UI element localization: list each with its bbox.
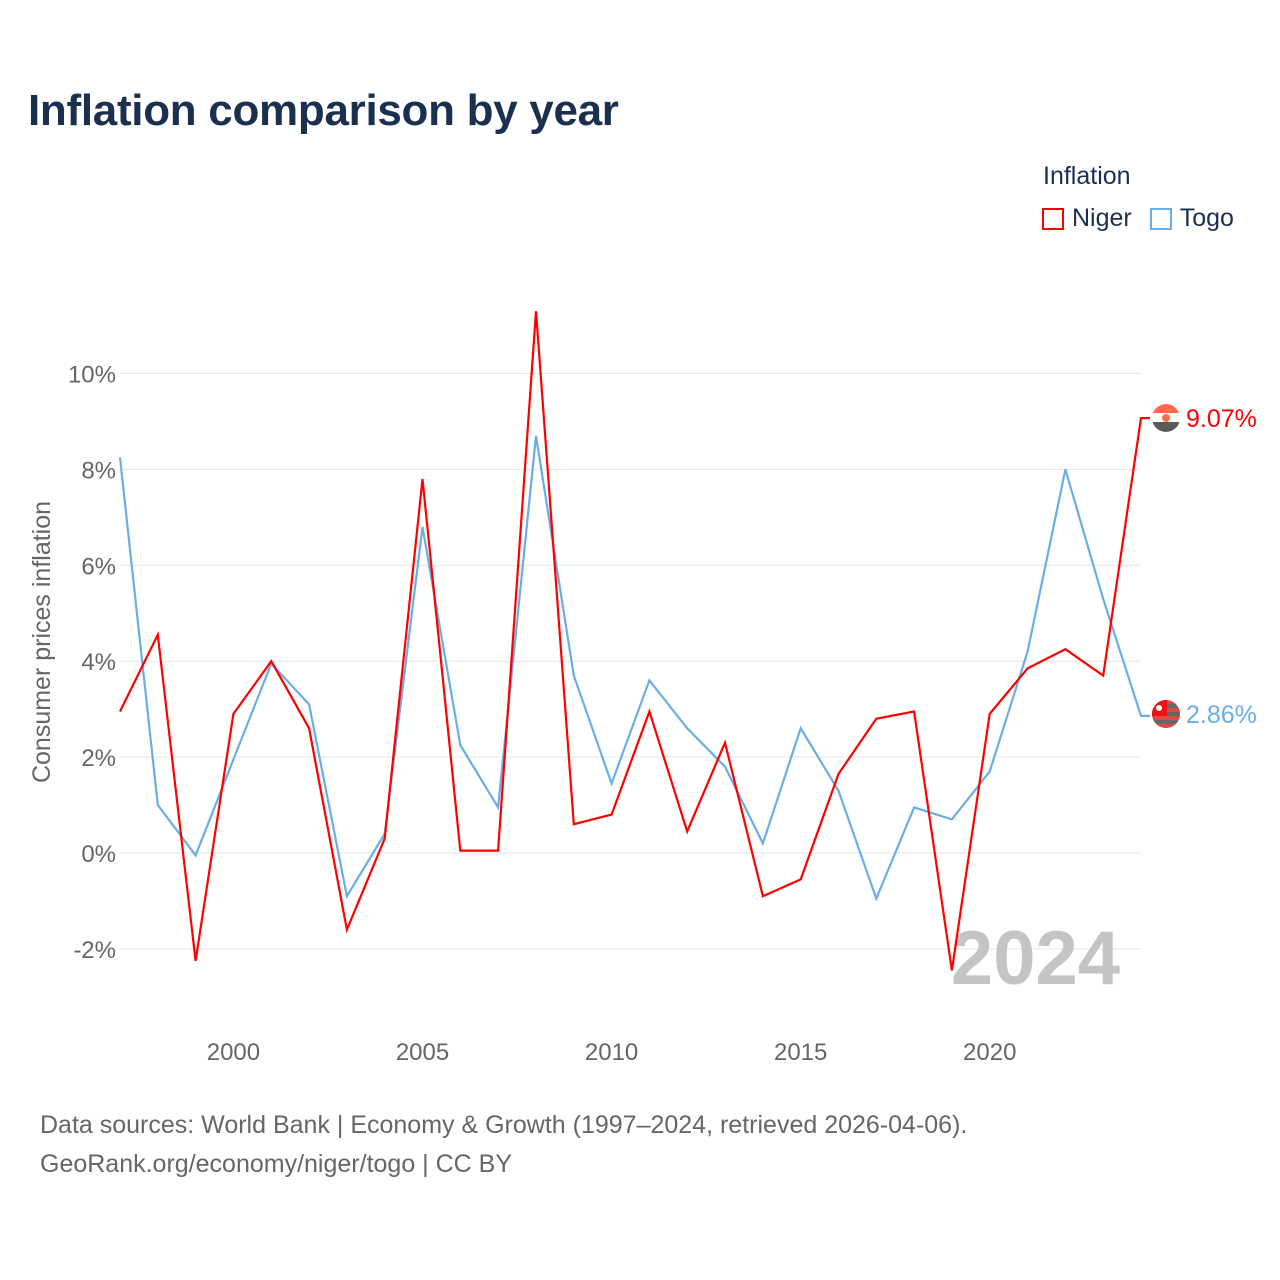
legend-item-togo[interactable]: Togo: [1149, 204, 1234, 233]
y-tick-label: 8%: [81, 457, 116, 484]
legend-item-niger[interactable]: Niger: [1042, 204, 1132, 233]
chart-title: Inflation comparison by year: [28, 86, 619, 135]
legend-swatch-niger: [1042, 207, 1064, 230]
legend-label-togo: Togo: [1179, 204, 1234, 232]
y-tick-label: 6%: [81, 553, 116, 580]
togo-flag-icon: [1152, 700, 1180, 728]
x-tick-label: 2020: [963, 1039, 1016, 1066]
x-tick-label: 2015: [774, 1039, 827, 1066]
y-tick-labels: -2% 0% 2% 4% 6% 8% 10%: [68, 362, 116, 964]
y-tick-label: 2%: [81, 745, 116, 772]
legend-swatch-togo: [1149, 207, 1172, 230]
y-tick-label: -2%: [73, 937, 116, 964]
series-line-niger: [119, 311, 1150, 971]
year-watermark: 2024: [951, 916, 1120, 1001]
series-lines: [118, 311, 1150, 971]
x-tick-label: 2005: [396, 1039, 449, 1066]
x-tick-labels: 2000 2005 2010 2015 2020: [207, 1039, 1017, 1066]
legend: Niger Togo: [1042, 204, 1234, 233]
y-axis-label: Consumer prices inflation: [28, 501, 56, 783]
series-line-togo: [118, 435, 1150, 902]
grid-lines: [120, 373, 1141, 950]
x-tick-label: 2000: [207, 1039, 260, 1066]
legend-title: Inflation: [1043, 162, 1131, 190]
y-tick-label: 0%: [81, 841, 116, 868]
end-label-niger: 9.07%: [1186, 405, 1257, 433]
y-tick-label: 10%: [68, 362, 116, 389]
data-sources: Data sources: World Bank | Economy & Gro…: [40, 1106, 967, 1184]
sources-line-2[interactable]: GeoRank.org/economy/niger/togo | CC BY: [40, 1150, 513, 1178]
legend-label-niger: Niger: [1072, 204, 1132, 232]
sources-line-1: Data sources: World Bank | Economy & Gro…: [40, 1111, 968, 1139]
end-label-togo: 2.86%: [1186, 701, 1257, 729]
y-tick-label: 4%: [81, 649, 116, 676]
niger-flag-icon: [1152, 404, 1180, 432]
x-tick-label: 2010: [585, 1039, 638, 1066]
